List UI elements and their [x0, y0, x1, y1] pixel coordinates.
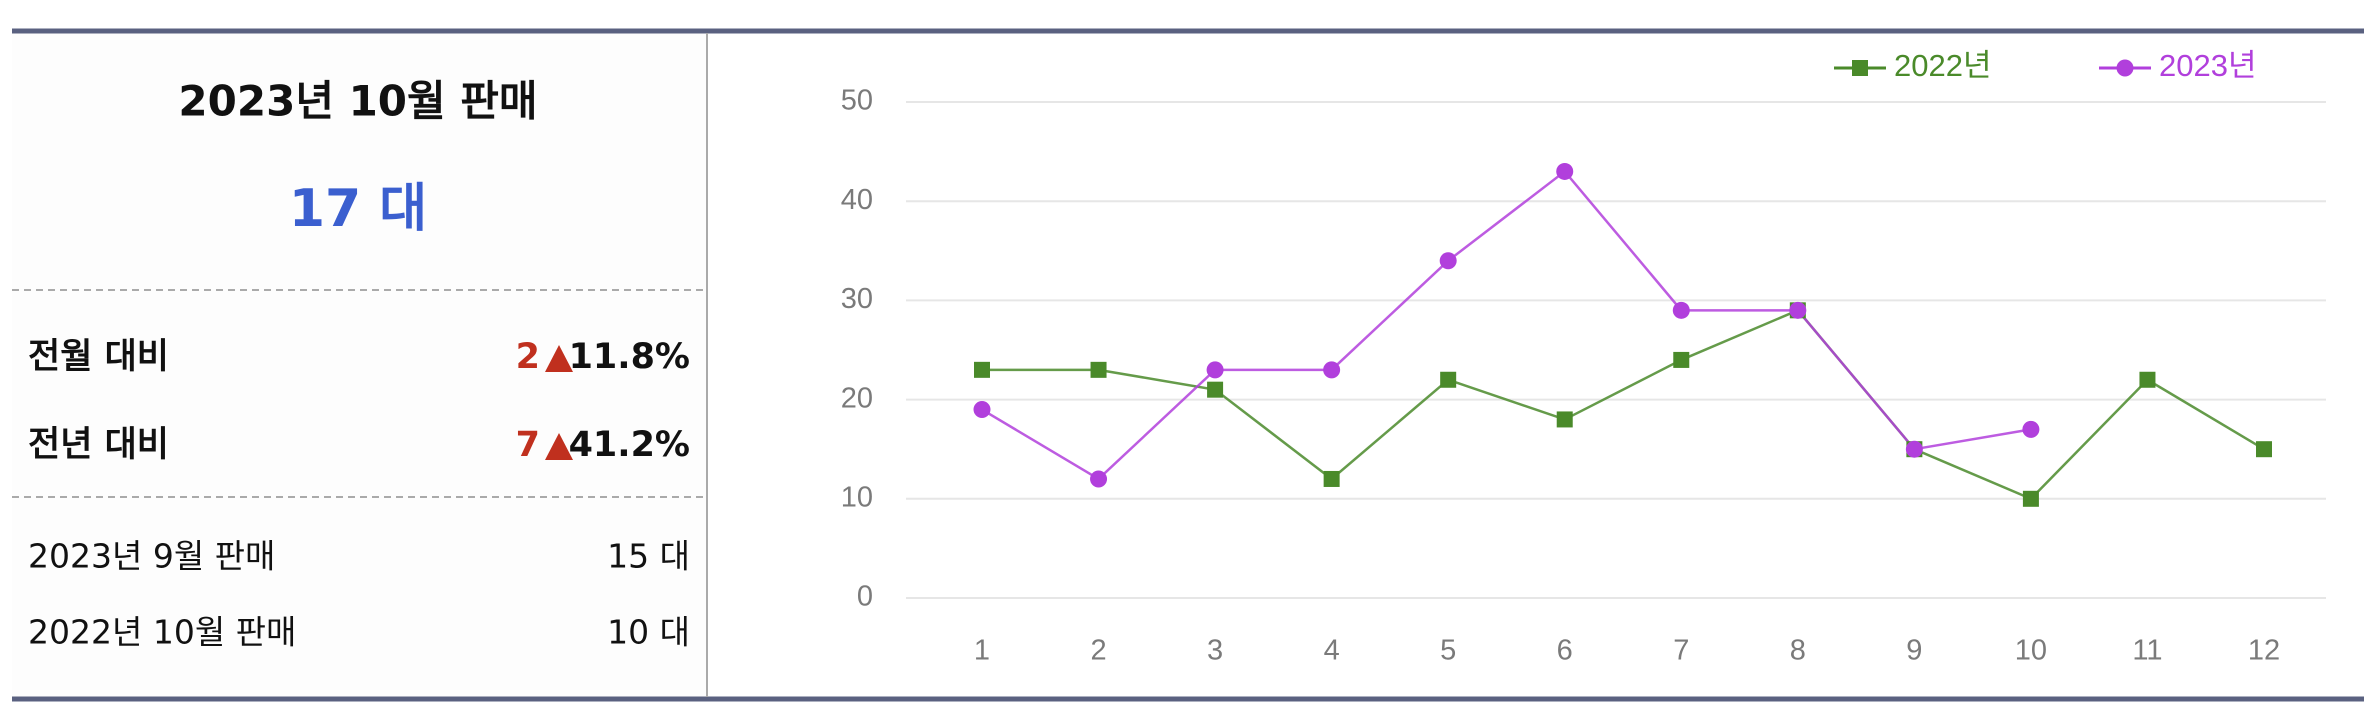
detail-value: 15 대 — [607, 537, 690, 576]
summary-panel — [12, 32, 706, 698]
x-tick-label: 1 — [974, 635, 990, 667]
data-point — [1090, 361, 1107, 378]
x-tick-label: 3 — [1207, 635, 1223, 667]
y-tick-label: 10 — [841, 481, 873, 513]
x-tick-label: 11 — [2132, 635, 2162, 667]
data-point — [973, 401, 991, 419]
x-tick-label: 5 — [1440, 635, 1456, 667]
comparison-diff: 2 — [516, 337, 540, 377]
x-tick-label: 9 — [1906, 635, 1922, 667]
detail-value: 10 대 — [607, 613, 690, 652]
y-tick-label: 50 — [841, 85, 873, 117]
summary-title: 2023년 10월 판매 — [178, 77, 537, 126]
legend-marker — [1852, 60, 1868, 76]
data-point — [974, 361, 990, 378]
detail-label: 2023년 9월 판매 — [28, 537, 275, 576]
detail-label: 2022년 10월 판매 — [28, 613, 296, 652]
x-tick-label: 6 — [1557, 635, 1573, 667]
data-point — [1323, 470, 1340, 487]
legend-marker — [2116, 59, 2134, 77]
x-tick-label: 7 — [1673, 635, 1689, 667]
data-point — [1672, 301, 1690, 319]
x-tick-label: 12 — [2248, 635, 2280, 667]
data-point — [2256, 441, 2272, 458]
data-point — [1556, 162, 1574, 180]
comparison-rate: 41.2% — [569, 425, 690, 465]
x-tick-label: 2 — [1090, 635, 1106, 667]
comparison-label: 전월 대비 — [28, 337, 169, 377]
data-point — [1090, 470, 1108, 488]
x-tick-label: 4 — [1324, 635, 1340, 667]
data-point — [1905, 440, 1923, 458]
comparison-diff: 7 — [516, 425, 540, 465]
data-point — [1440, 371, 1457, 388]
y-tick-label: 20 — [841, 382, 873, 414]
y-tick-label: 0 — [857, 581, 873, 613]
y-tick-label: 30 — [841, 283, 873, 315]
legend-label: 2023년 — [2159, 48, 2256, 83]
comparison-rate: 11.8% — [569, 337, 690, 377]
data-point — [1673, 351, 1690, 368]
data-point — [1206, 361, 1224, 379]
data-point — [1556, 411, 1573, 428]
x-tick-label: 8 — [1790, 635, 1806, 667]
data-point — [1789, 301, 1807, 319]
series-line — [981, 169, 2032, 481]
x-tick-label: 10 — [2015, 635, 2047, 667]
data-point — [2022, 490, 2039, 507]
data-point — [2022, 420, 2040, 438]
y-tick-label: 40 — [841, 184, 873, 216]
data-point — [1323, 361, 1341, 379]
data-point — [1207, 381, 1224, 398]
summary-value: 17 대 — [289, 179, 427, 239]
data-point — [2139, 371, 2156, 388]
up-arrow — [545, 345, 573, 372]
comparison-label: 전년 대비 — [28, 425, 169, 465]
up-arrow — [545, 433, 573, 460]
data-point — [1439, 252, 1457, 270]
legend-label: 2022년 — [1894, 48, 1991, 83]
